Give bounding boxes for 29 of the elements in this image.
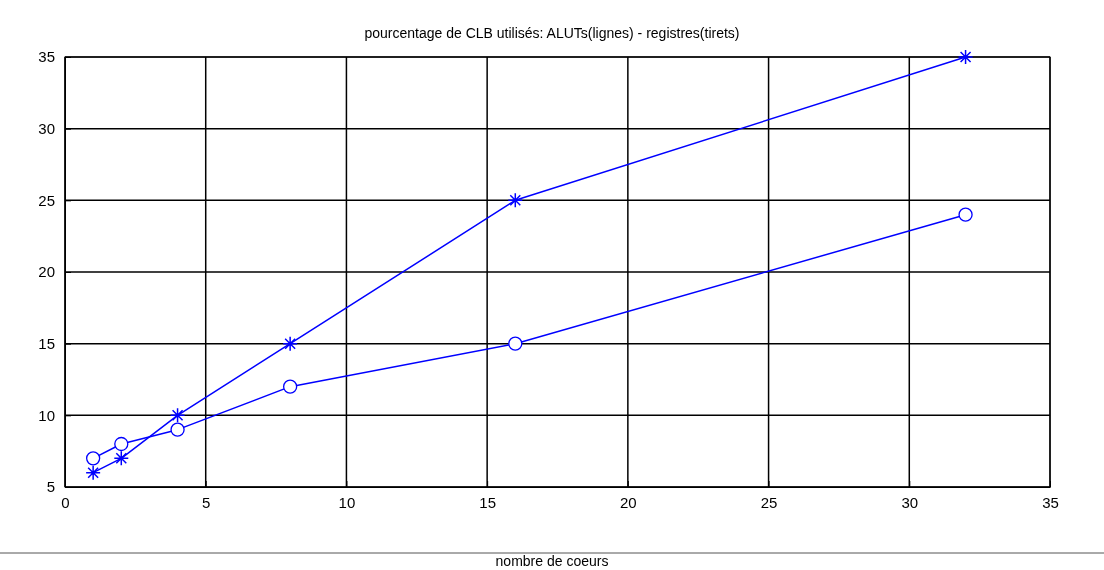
point — [170, 422, 185, 437]
x-tick-label: 0 — [61, 493, 70, 511]
y-tick-label: 30 — [38, 119, 55, 137]
x-tick-label: 30 — [901, 493, 919, 511]
y-tick-label: 35 — [38, 48, 55, 66]
point — [282, 379, 298, 394]
x-tick-label: 20 — [620, 493, 637, 511]
y-tick-label: 5 — [46, 478, 55, 496]
y-tick-label: 25 — [38, 191, 55, 209]
x-tick-label: 25 — [760, 493, 778, 511]
point — [957, 49, 974, 65]
point — [507, 192, 524, 209]
x-tick-label: 15 — [479, 493, 496, 511]
x-tick-label: 10 — [338, 493, 356, 511]
x-tick-label: 5 — [202, 493, 211, 511]
y-tick-label: 10 — [38, 406, 55, 424]
point — [85, 464, 101, 481]
chart-title: pourcentage de CLB utilisés: ALUTs(lignes) - registres(tirets) — [364, 25, 740, 41]
point — [169, 407, 186, 424]
point — [113, 450, 130, 467]
y-tick-label: 15 — [38, 334, 55, 352]
point — [508, 336, 523, 351]
point — [958, 207, 973, 222]
point — [85, 451, 101, 466]
point — [114, 436, 129, 452]
x-tick-label: 35 — [1042, 493, 1059, 511]
y-tick-label: 20 — [38, 263, 55, 281]
point — [282, 335, 298, 352]
x-axis-title: nombre de coeurs — [495, 553, 609, 569]
